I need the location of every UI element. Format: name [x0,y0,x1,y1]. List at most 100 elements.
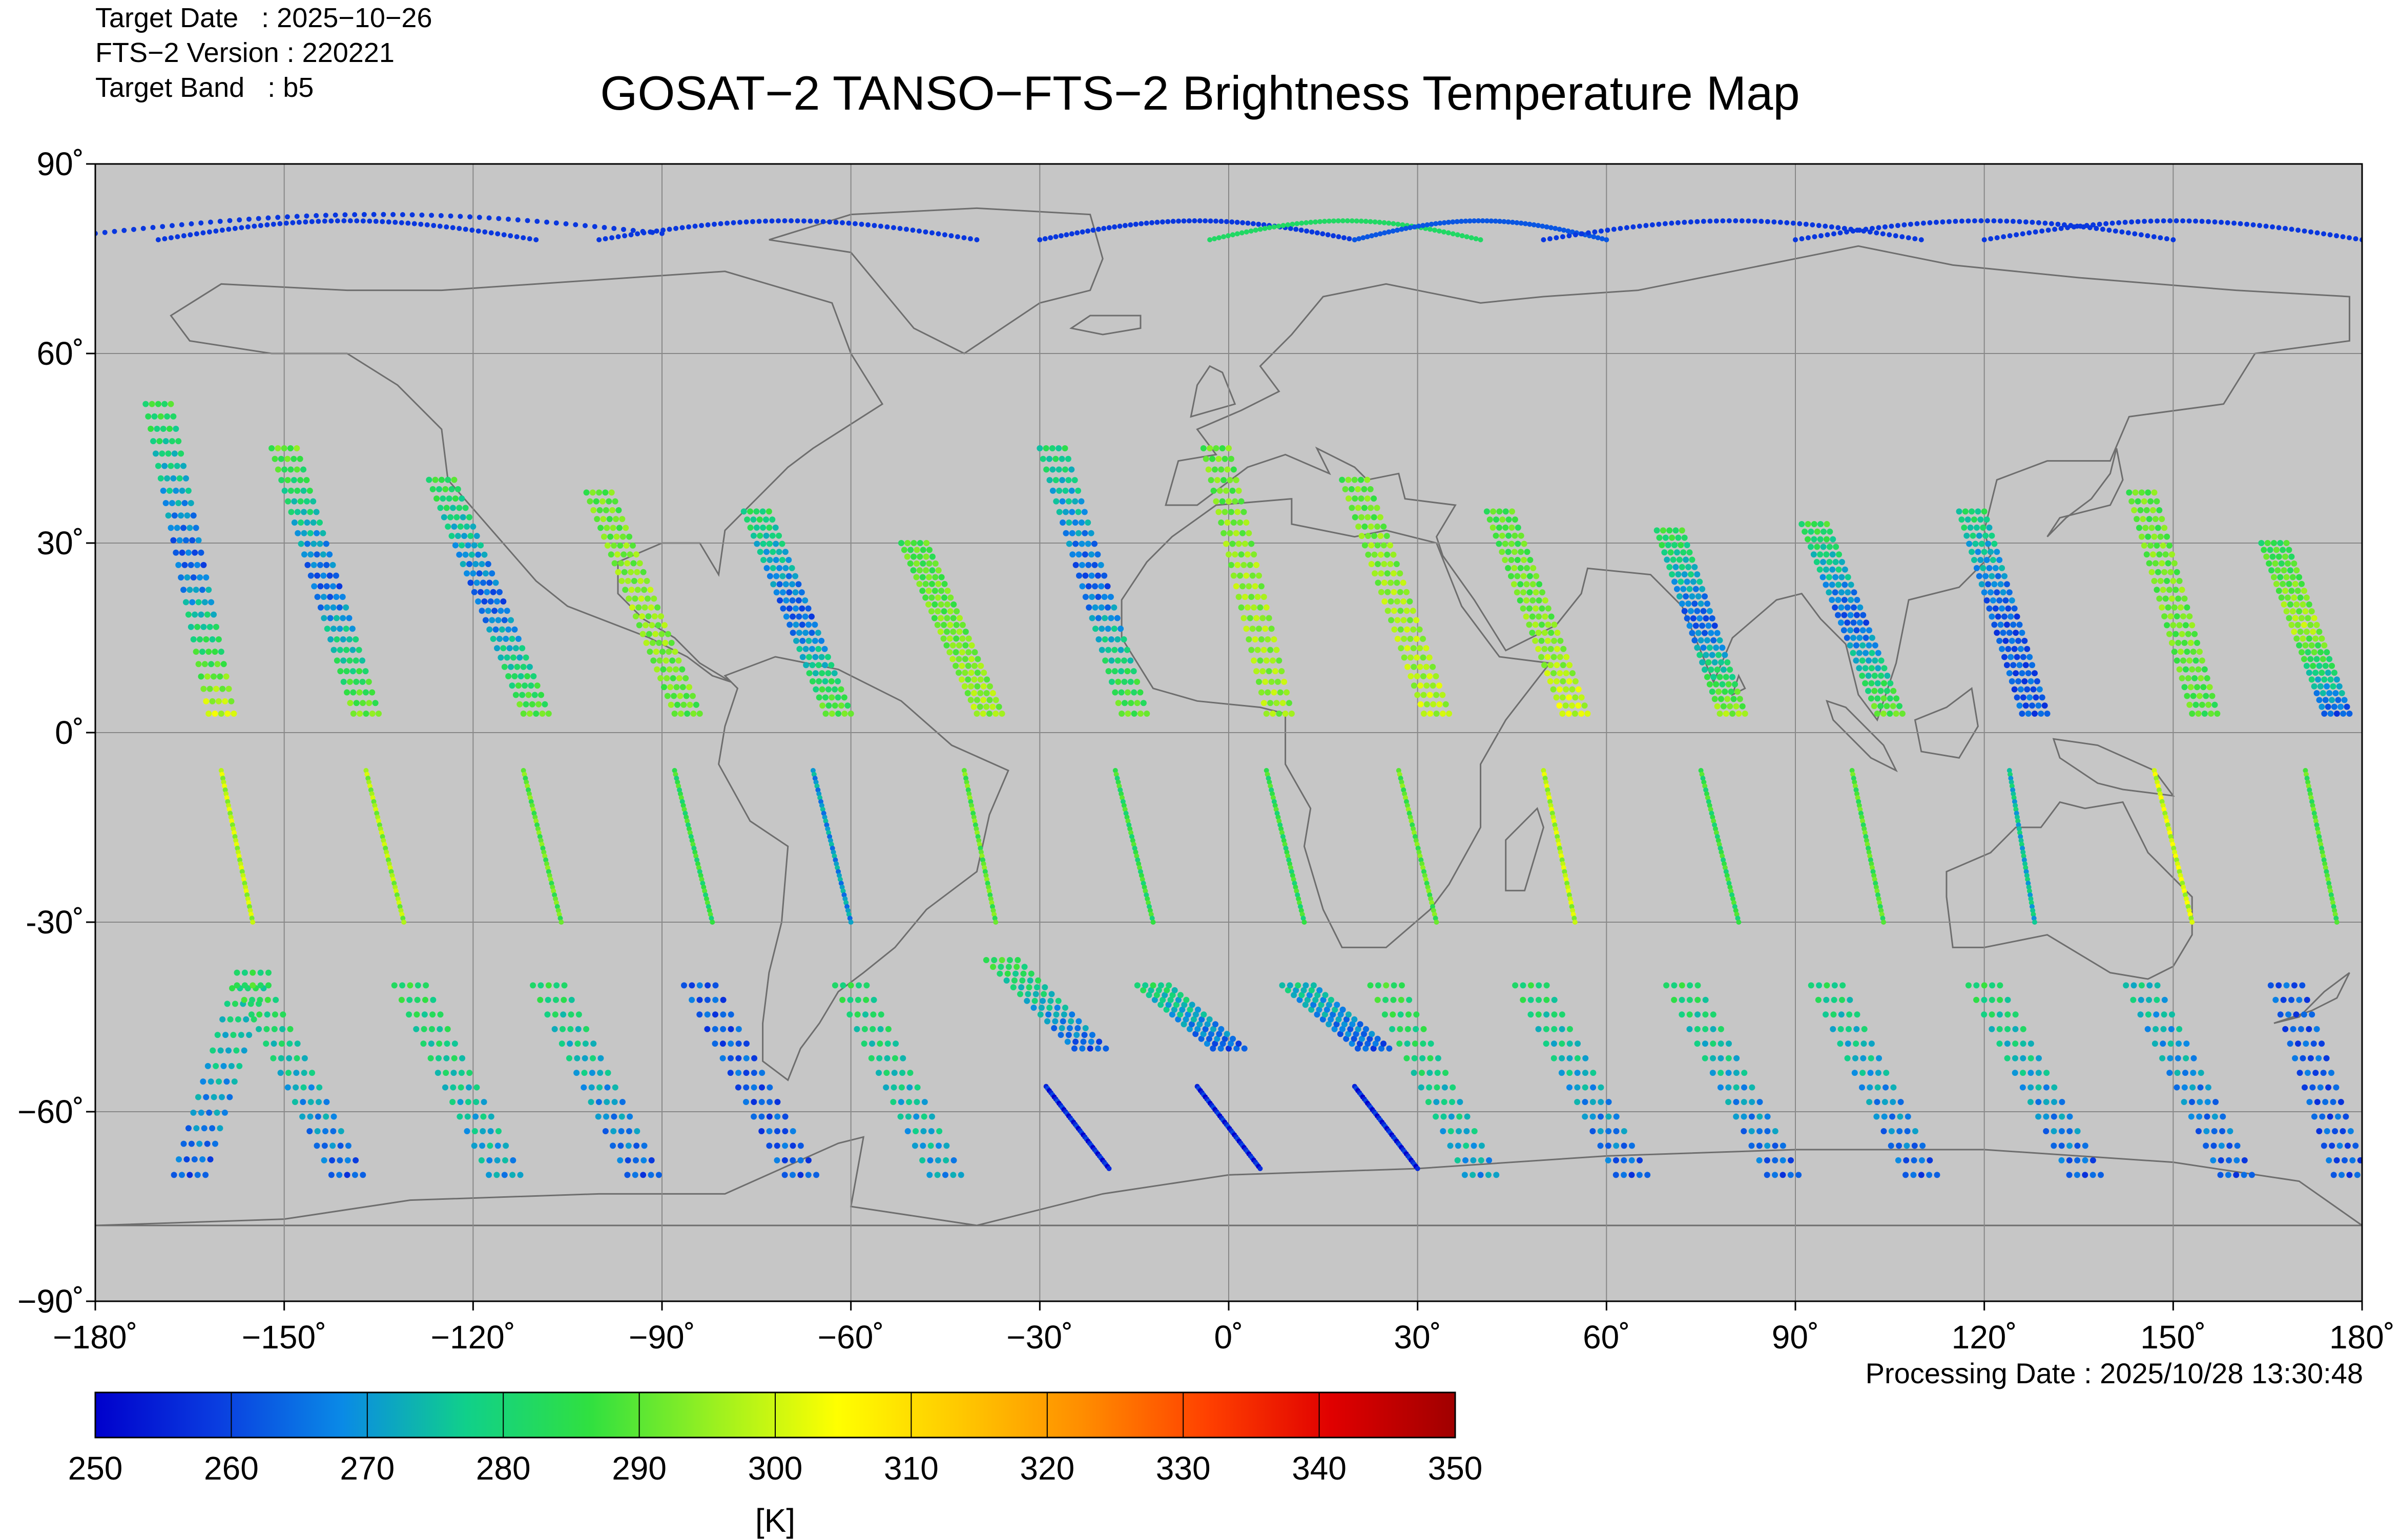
observation-point [1512,516,1518,523]
observation-point [1868,1040,1875,1047]
observation-point [1251,551,1257,558]
observation-point [1410,626,1417,633]
observation-point [1814,544,1820,550]
observation-point [2151,533,2158,540]
arctic-point [2327,232,2333,238]
observation-point [487,598,494,605]
track-point [1561,865,1566,870]
observation-point [1079,1045,1086,1052]
observation-point [1196,1021,1203,1028]
observation-point [1986,565,1993,571]
observation-point [1780,1172,1786,1178]
observation-point [1140,987,1147,993]
observation-point [1736,696,1743,702]
observation-point [317,540,323,547]
observation-point [2325,1084,2332,1091]
observation-point [812,654,819,660]
observation-point [1206,1016,1213,1023]
track-point [2031,911,2036,917]
observation-point [320,594,327,600]
observation-point [2278,594,2285,601]
observation-point [1349,1040,1355,1047]
observation-point [1817,551,1824,558]
observation-point [334,657,340,664]
observation-point [330,604,337,611]
observation-point [1512,532,1518,539]
observation-point [861,1040,867,1047]
track-point [1396,768,1401,773]
observation-point [943,629,950,635]
observation-point [677,693,684,699]
observation-point [958,676,965,683]
observation-point [1111,647,1118,653]
observation-point [1749,1084,1755,1091]
arctic-point [936,231,941,237]
arctic-point [226,226,232,232]
observation-point [956,629,963,635]
observation-point [346,678,353,685]
observation-point [2126,489,2133,496]
arctic-point [1165,219,1171,224]
arctic-point [660,227,666,233]
observation-point [1286,700,1292,706]
observation-point [314,530,320,536]
track-point [818,799,824,804]
observation-point [1872,642,1878,649]
observation-point [1853,627,1860,634]
track-point [2026,888,2032,894]
observation-point [2315,1055,2322,1062]
observation-point [1830,1026,1836,1032]
observation-point [486,626,493,633]
observation-point [1377,514,1383,521]
observation-point [1439,711,1446,717]
arctic-point [1604,237,1609,242]
observation-point [1137,689,1144,696]
observation-point [1075,487,1082,494]
observation-point [1725,681,1732,688]
observation-point [2006,589,2013,596]
arctic-point [1918,237,1924,242]
observation-point [735,1084,741,1091]
observation-point [1983,597,1990,603]
observation-point [1714,703,1721,710]
track-point [1720,853,1725,859]
observation-point [1134,982,1141,989]
observation-point [1098,561,1104,568]
observation-point [215,636,222,642]
arctic-point [1765,219,1770,224]
observation-point [1544,670,1550,677]
observation-point [1099,647,1105,653]
observation-point [1868,1055,1874,1062]
observation-point [1403,608,1410,614]
observation-point [2227,1128,2233,1134]
observation-point [2027,1070,2034,1076]
observation-point [2004,996,2011,1003]
observation-point [1055,997,1062,1004]
track-point [2177,869,2182,875]
observation-point [2148,525,2155,531]
observation-point [968,683,975,690]
arctic-point [1325,232,1331,238]
track-point [1279,830,1285,836]
observation-point [482,570,489,577]
observation-point [180,463,187,469]
observation-point [602,1128,609,1134]
observation-point [422,996,428,1003]
observation-point [1031,997,1038,1004]
observation-point [1165,1002,1172,1008]
observation-point [1243,626,1250,632]
observation-point [712,982,719,989]
observation-point [1725,1055,1732,1062]
track-point [2303,768,2308,773]
observation-point [799,637,806,644]
observation-point [2151,578,2158,584]
observation-point [1502,524,1509,531]
observation-point [805,1157,812,1163]
observation-point [611,1099,618,1106]
observation-point [173,426,179,432]
observation-point [1530,565,1537,571]
arctic-point [277,221,283,226]
observation-point [215,698,222,704]
observation-point [2357,1157,2362,1163]
track-point [1130,838,1135,843]
